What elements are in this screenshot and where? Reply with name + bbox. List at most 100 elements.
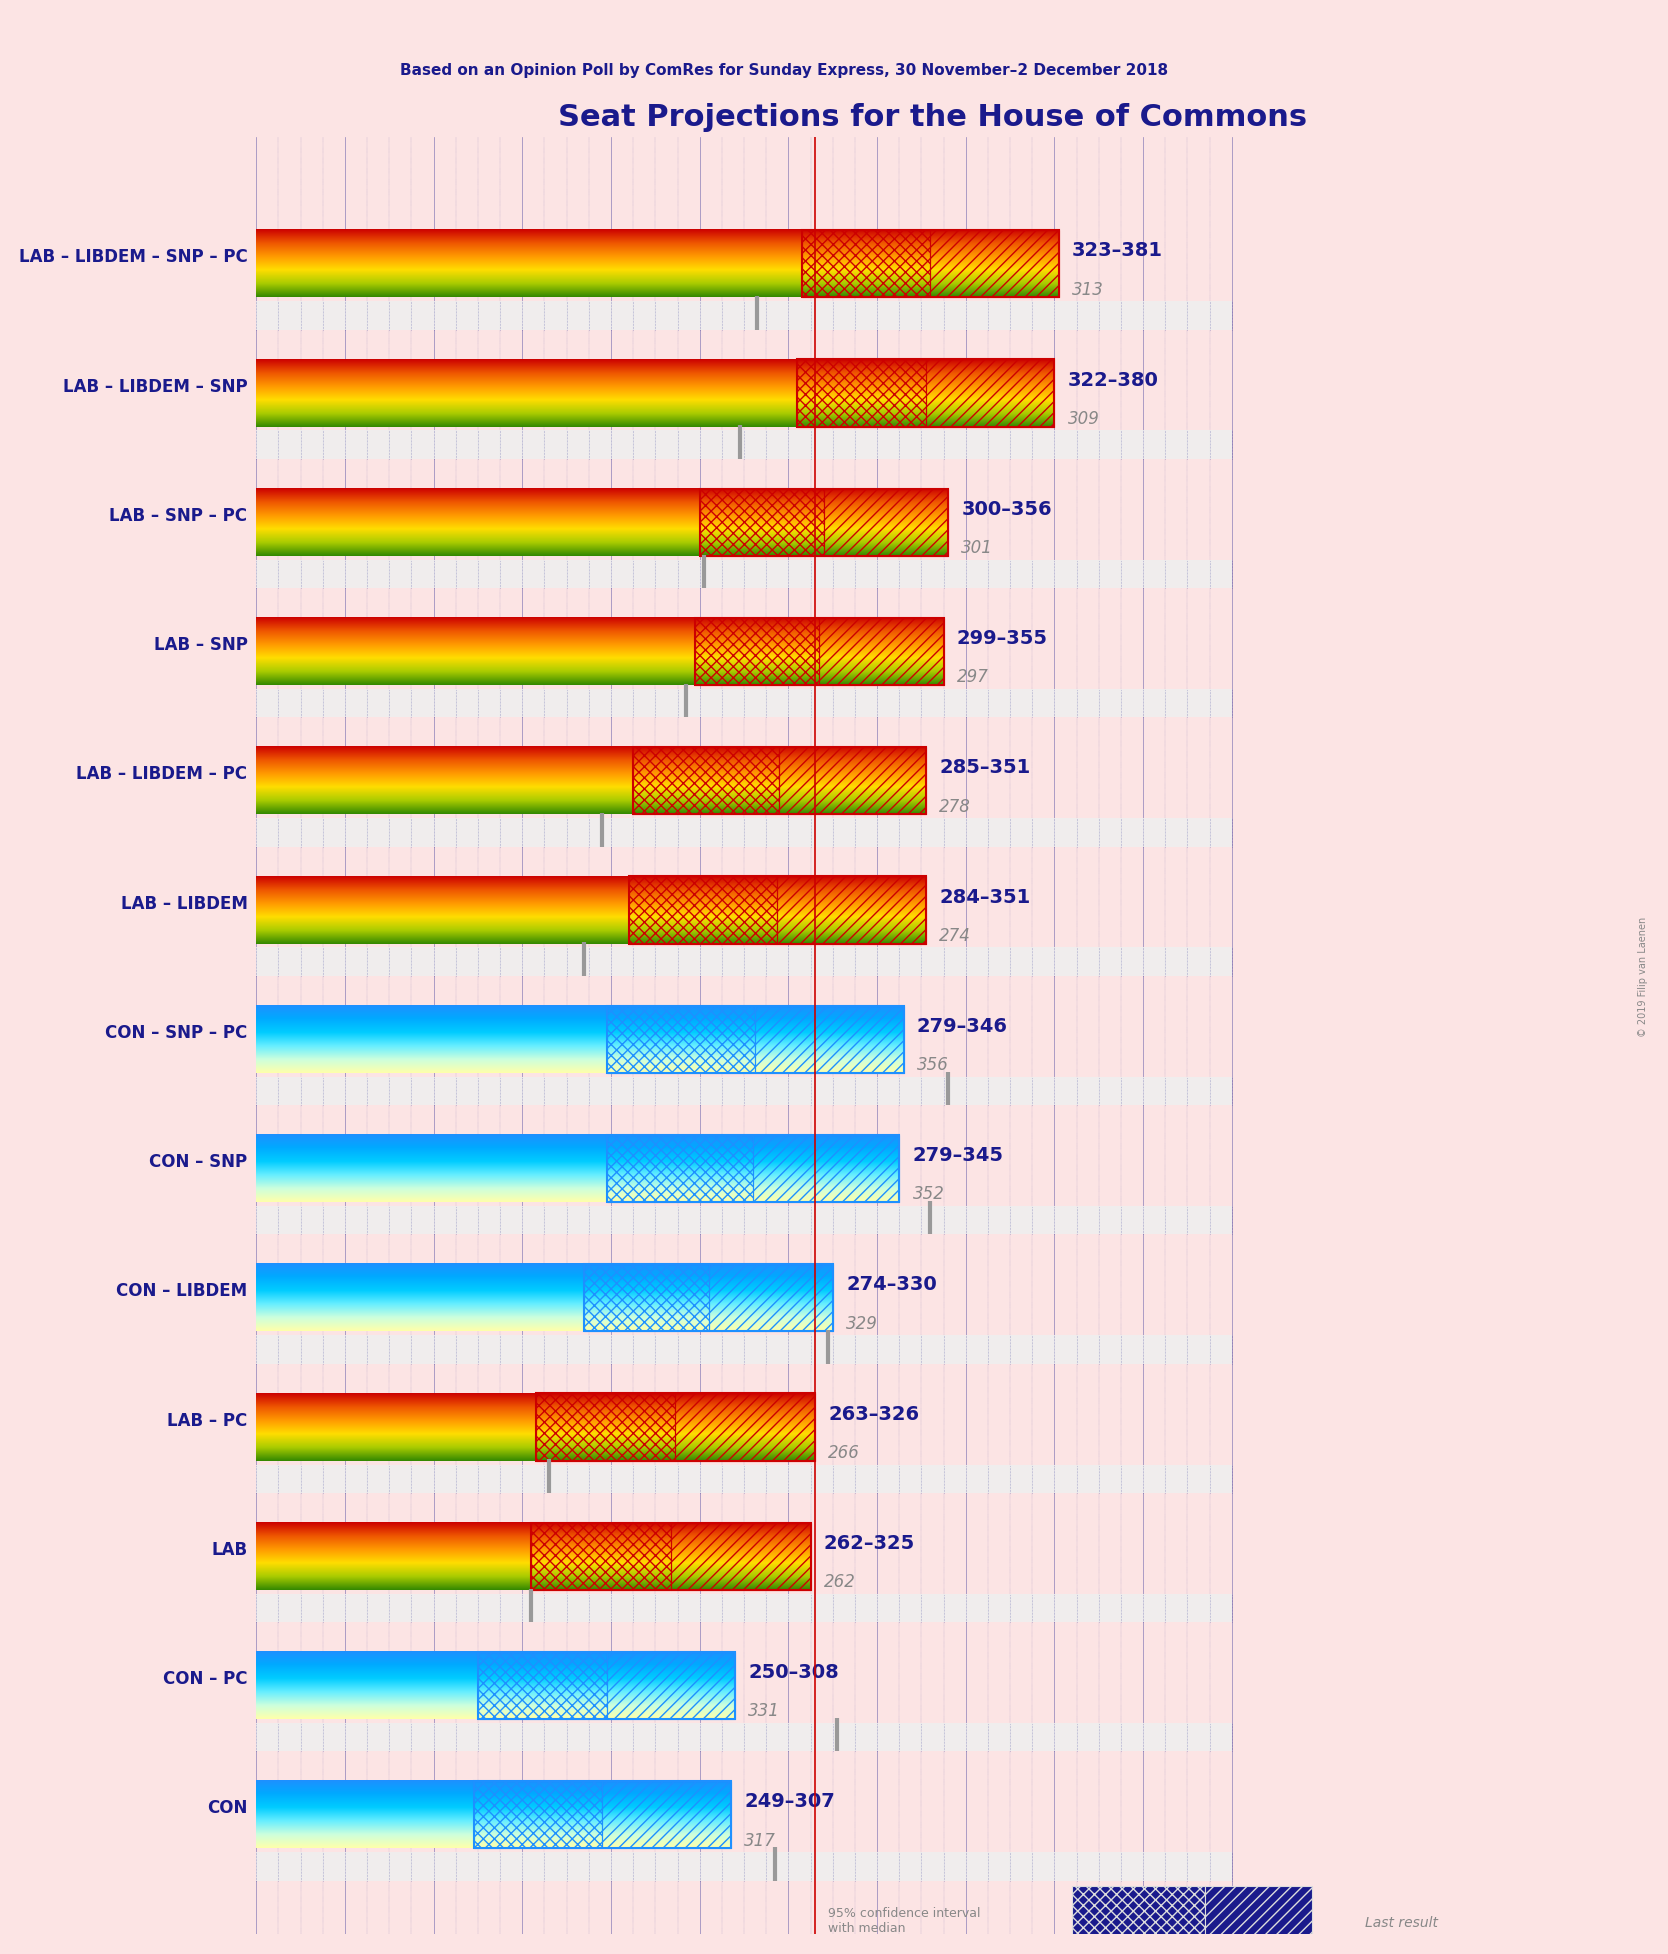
Text: 323–381: 323–381 (1073, 240, 1163, 260)
Bar (824, 488, 947, 555)
Bar (257, 559, 1231, 588)
Text: LAB – LIBDEM: LAB – LIBDEM (120, 895, 247, 913)
Bar (802, 231, 931, 297)
Text: 284–351: 284–351 (939, 887, 1031, 907)
Bar (257, 1852, 1231, 1882)
Bar (629, 877, 926, 944)
Bar (257, 1594, 1231, 1622)
Text: © 2019 Filip van Laenen: © 2019 Filip van Laenen (1638, 916, 1648, 1038)
Bar (629, 877, 777, 944)
Bar (926, 360, 1054, 426)
Bar (607, 1135, 899, 1202)
Bar (257, 301, 1231, 330)
Bar (257, 1206, 1231, 1235)
Bar (671, 1522, 811, 1591)
Bar (257, 948, 1231, 975)
Bar (257, 430, 1231, 459)
Bar (257, 1466, 1231, 1493)
Text: 95% confidence interval
with median: 95% confidence interval with median (829, 1907, 981, 1934)
Bar (257, 1077, 1231, 1106)
Text: 300–356: 300–356 (961, 500, 1053, 520)
Bar (474, 1782, 602, 1848)
Bar (634, 746, 926, 815)
Bar (1206, 1886, 1311, 1940)
Bar (257, 819, 1231, 846)
Bar (535, 1393, 676, 1462)
Bar (530, 1522, 671, 1591)
Bar (257, 690, 1231, 717)
Bar (607, 1006, 756, 1073)
Bar (1073, 1886, 1206, 1940)
Bar (479, 1651, 736, 1720)
Bar (257, 1466, 1231, 1493)
Bar (257, 301, 1231, 330)
Bar (777, 877, 926, 944)
Bar (257, 1723, 1231, 1751)
Text: LAB – LIBDEM – PC: LAB – LIBDEM – PC (77, 766, 247, 784)
Bar (257, 1335, 1231, 1364)
Text: LAB – SNP: LAB – SNP (153, 635, 247, 655)
Bar (257, 1852, 1231, 1882)
Text: 279–346: 279–346 (917, 1016, 1007, 1036)
Bar (602, 1782, 731, 1848)
Bar (257, 690, 1231, 717)
Bar (752, 1135, 899, 1202)
Text: 297: 297 (957, 668, 989, 686)
Bar (257, 559, 1231, 588)
Bar (696, 617, 944, 686)
Text: Last result: Last result (1364, 1915, 1438, 1931)
Text: CON – LIBDEM: CON – LIBDEM (117, 1282, 247, 1299)
Bar (535, 1393, 816, 1462)
Text: CON – SNP: CON – SNP (148, 1153, 247, 1170)
Text: 299–355: 299–355 (957, 629, 1048, 649)
Bar (257, 948, 1231, 975)
Bar (479, 1651, 607, 1720)
Text: CON – SNP – PC: CON – SNP – PC (105, 1024, 247, 1041)
Text: Based on an Opinion Poll by ComRes for Sunday Express, 30 November–2 December 20: Based on an Opinion Poll by ComRes for S… (400, 63, 1168, 78)
Bar (257, 1594, 1231, 1622)
Bar (257, 1077, 1231, 1106)
Text: 356: 356 (917, 1055, 949, 1075)
Text: 352: 352 (912, 1186, 944, 1204)
Bar (634, 746, 779, 815)
Bar (699, 488, 947, 555)
Text: 285–351: 285–351 (939, 758, 1031, 778)
Text: 278: 278 (939, 797, 971, 815)
Text: CON – PC: CON – PC (163, 1671, 247, 1688)
Bar (819, 617, 944, 686)
Text: 262: 262 (824, 1573, 856, 1591)
Bar (607, 1006, 904, 1073)
Title: Seat Projections for the House of Commons: Seat Projections for the House of Common… (557, 104, 1308, 133)
Bar (584, 1264, 709, 1331)
Bar (257, 1335, 1231, 1364)
Text: LAB – LIBDEM – SNP: LAB – LIBDEM – SNP (63, 377, 247, 395)
Text: LAB – LIBDEM – SNP – PC: LAB – LIBDEM – SNP – PC (18, 248, 247, 266)
Text: LAB: LAB (212, 1542, 247, 1559)
Bar (696, 617, 819, 686)
Bar (797, 360, 1054, 426)
Bar (756, 1006, 904, 1073)
Bar (797, 360, 926, 426)
Bar (257, 1723, 1231, 1751)
Text: 263–326: 263–326 (829, 1405, 919, 1424)
Bar (802, 231, 1059, 297)
Bar (607, 1135, 752, 1202)
Text: 331: 331 (749, 1702, 781, 1720)
Text: 249–307: 249–307 (744, 1792, 834, 1811)
Bar (931, 231, 1059, 297)
Text: 279–345: 279–345 (912, 1147, 1004, 1165)
Text: 329: 329 (846, 1315, 877, 1333)
Text: 250–308: 250–308 (749, 1663, 839, 1682)
Text: 317: 317 (744, 1831, 776, 1850)
Bar (257, 430, 1231, 459)
Bar (709, 1264, 832, 1331)
Bar (779, 746, 926, 815)
Bar (699, 488, 824, 555)
Text: 274–330: 274–330 (846, 1276, 937, 1294)
Bar (584, 1264, 832, 1331)
Bar (474, 1782, 731, 1848)
Text: 266: 266 (829, 1444, 861, 1462)
Text: 274: 274 (939, 926, 971, 946)
Bar (257, 1206, 1231, 1235)
Bar (607, 1651, 736, 1720)
